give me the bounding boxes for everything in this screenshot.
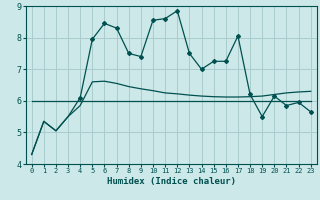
X-axis label: Humidex (Indice chaleur): Humidex (Indice chaleur) xyxy=(107,177,236,186)
